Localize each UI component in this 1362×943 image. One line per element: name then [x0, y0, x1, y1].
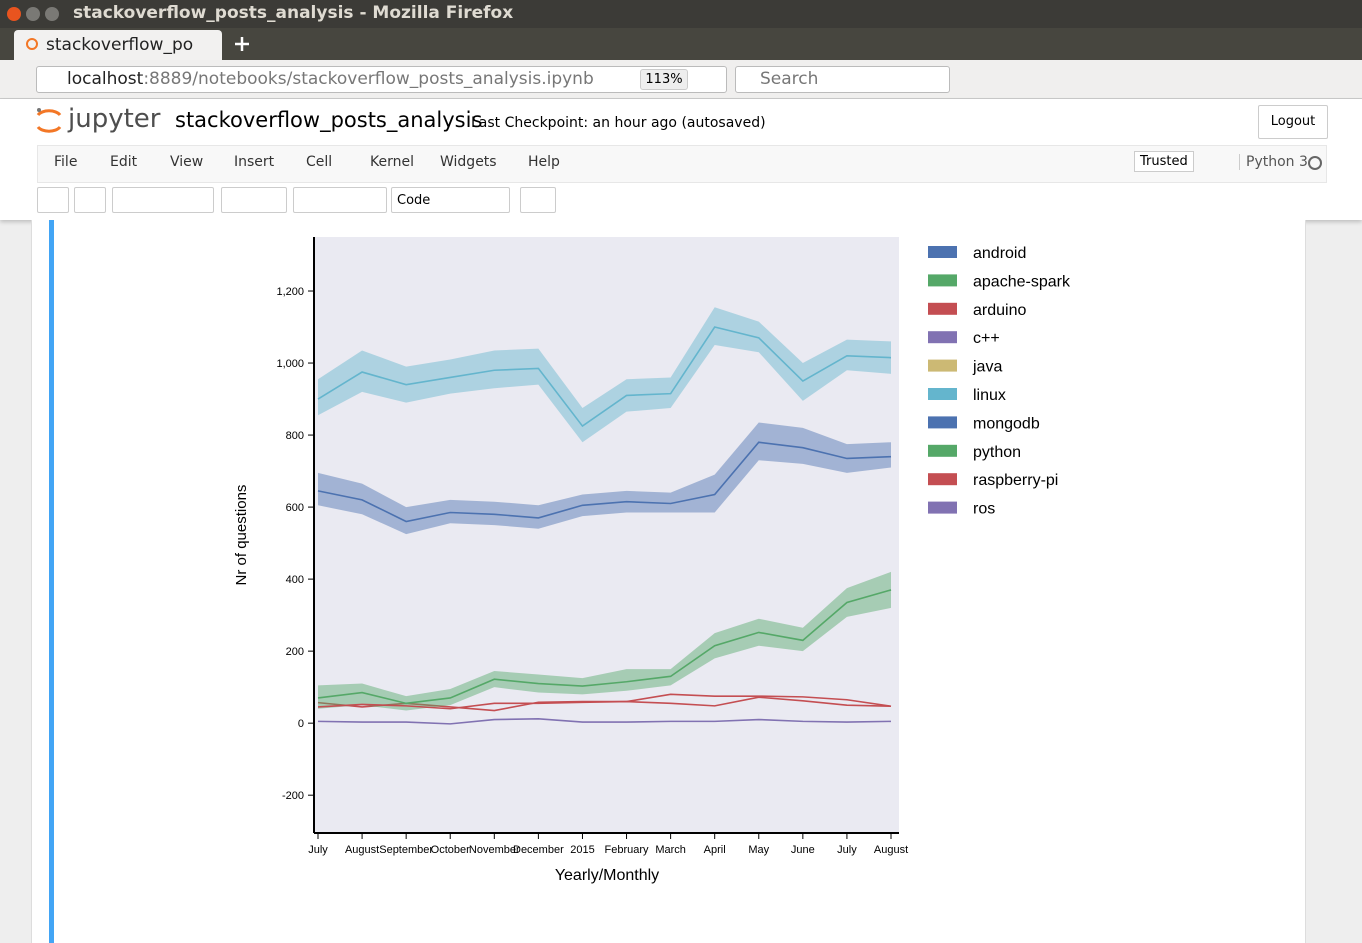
x-tick-label: September	[379, 844, 433, 856]
confidence-band	[318, 571, 891, 711]
x-tick-label: October	[431, 844, 470, 856]
legend-swatch	[928, 501, 957, 514]
legend-swatch	[928, 302, 957, 315]
checkpoint: Last Checkpoint: an hour ago (autosaved)	[471, 115, 766, 131]
legend-swatch	[928, 473, 957, 486]
legend-swatch	[928, 359, 957, 372]
legend-label: linux	[973, 387, 1006, 404]
series-line	[317, 696, 892, 710]
y-tick-label: 200	[286, 646, 304, 658]
logout-button[interactable]: Logout	[1258, 105, 1328, 139]
menu-item[interactable]: Cell	[306, 154, 333, 170]
close-button[interactable]	[7, 7, 21, 21]
maximize-button[interactable]	[45, 7, 59, 21]
legend-swatch	[928, 444, 957, 457]
x-tick-label: August	[345, 844, 379, 856]
y-tick-label: -200	[282, 790, 304, 802]
url-bar[interactable]: localhost:8889/notebooks/stackoverflow_p…	[36, 66, 727, 93]
save-button[interactable]	[37, 187, 69, 213]
window-title: stackoverflow_posts_analysis - Mozilla F…	[73, 3, 514, 23]
x-tick-label: June	[791, 844, 815, 856]
x-tick-label: February	[605, 844, 650, 856]
series-line	[317, 441, 892, 523]
x-tick-label: November	[469, 844, 520, 856]
search-placeholder: Search	[760, 69, 819, 89]
notebook-header: jupyter stackoverflow_posts_analysis Las…	[0, 99, 1362, 220]
x-tick-label: August	[874, 844, 908, 856]
kernel-indicator	[1308, 156, 1322, 170]
zoom[interactable]: 113%	[640, 69, 688, 90]
legend-swatch	[928, 388, 957, 400]
menu-item[interactable]: Edit	[110, 154, 138, 170]
y-tick-label: 1,200	[276, 286, 304, 298]
menu-item[interactable]: View	[170, 154, 204, 170]
new-tab[interactable]	[234, 36, 250, 52]
menu-bar: File Edit View Insert Cell Kernel Widgets Help …	[37, 145, 1327, 183]
notebook-name[interactable]: stackoverflow_posts_analysis	[175, 108, 483, 132]
series-line	[317, 326, 892, 428]
confidence-band	[318, 422, 891, 535]
legend-label: ros	[973, 501, 995, 518]
y-axis-label: Nr of questions	[233, 485, 250, 586]
run-buttons[interactable]	[293, 187, 387, 213]
legend-label: mongodb	[973, 415, 1040, 432]
edit-buttons[interactable]	[112, 187, 214, 213]
minimize-button[interactable]	[26, 7, 40, 21]
x-tick-label: May	[748, 844, 769, 856]
menu-item[interactable]: File	[54, 154, 78, 170]
cell-selection-bar	[49, 220, 54, 943]
tab[interactable]: stackoverflow_po	[14, 30, 222, 60]
chart: Nr of questions Yearly/Monthly -200 0 200 4…	[233, 237, 1071, 884]
insert-button[interactable]	[74, 187, 106, 213]
menu-item[interactable]: Widgets	[440, 154, 497, 170]
x-tick-label: March	[655, 844, 686, 856]
jupyter-logo: jupyter	[68, 104, 161, 134]
kernel-name: Python 3	[1239, 154, 1308, 170]
tab-bar: stackoverflow_po	[0, 28, 1362, 60]
legend-label: android	[973, 245, 1026, 262]
nav-bar: localhost:8889/notebooks/stackoverflow_p…	[0, 60, 1362, 99]
url-host: localhost	[67, 69, 144, 89]
confidence-band	[318, 307, 891, 443]
trusted[interactable]: Trusted	[1134, 151, 1194, 172]
y-tick-label: 400	[286, 574, 304, 586]
legend-swatch	[928, 274, 957, 287]
menu-item[interactable]: Insert	[234, 154, 275, 170]
legend-swatch	[928, 416, 957, 429]
y-tick-label: 1,000	[276, 358, 304, 370]
cell-type-select[interactable]: Code	[391, 187, 510, 213]
menu-item[interactable]: Kernel	[370, 154, 414, 170]
x-tick-label: April	[704, 844, 726, 856]
legend-label: apache-spark	[973, 273, 1071, 290]
legend-label: c++	[973, 330, 1000, 347]
url-path: :8889/notebooks/stackoverflow_posts_anal…	[143, 69, 594, 89]
x-tick-label: July	[308, 844, 328, 856]
legend-label: java	[972, 359, 1002, 376]
tab-title: stackoverflow_po	[46, 35, 194, 55]
menu-item[interactable]: Help	[528, 154, 560, 170]
x-tick-label: July	[837, 844, 857, 856]
legend-label: python	[973, 444, 1021, 461]
plot-background	[314, 237, 899, 833]
legend-label: raspberry-pi	[973, 472, 1058, 489]
x-tick-label: December	[513, 844, 564, 856]
move-buttons[interactable]	[221, 187, 287, 213]
x-tick-label: 2015	[570, 844, 594, 856]
y-tick-label: 800	[286, 430, 304, 442]
x-axis-label: Yearly/Monthly	[555, 867, 659, 884]
y-tick-label: 600	[286, 502, 304, 514]
series-line	[317, 589, 892, 705]
keyboard-button[interactable]	[520, 187, 556, 213]
legend-label: arduino	[973, 302, 1026, 319]
y-tick-label: 0	[298, 718, 304, 730]
legend-swatch	[928, 246, 957, 258]
title-bar: stackoverflow_posts_analysis - Mozilla F…	[0, 0, 1362, 28]
search-bar[interactable]: Search	[735, 66, 950, 93]
legend-swatch	[928, 331, 957, 344]
series-line	[317, 718, 892, 725]
jupyter-icon	[36, 108, 62, 133]
